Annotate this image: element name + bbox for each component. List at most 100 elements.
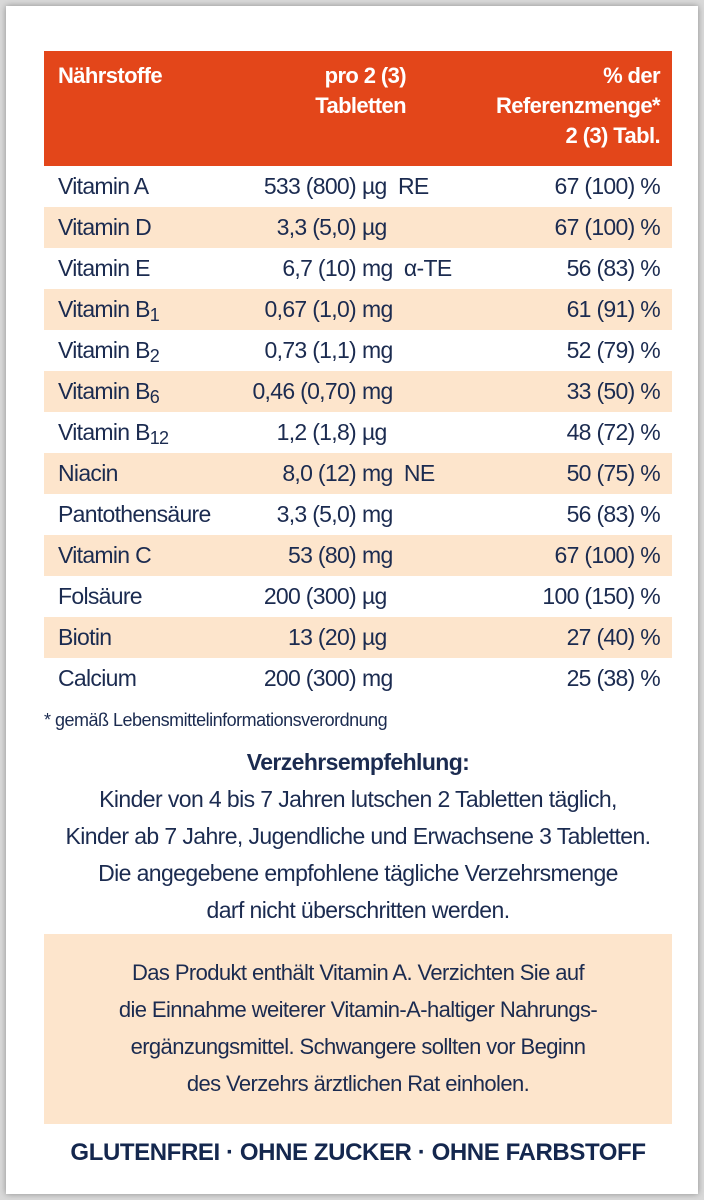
- nutrient-amount: 0,73 (1,1): [264, 337, 357, 363]
- nutrient-name: Niacin: [58, 453, 118, 500]
- nutrient-unit: mg NE: [362, 460, 435, 486]
- table-row: Vitamin B2 0,73 (1,1) mg 52 (79) %: [44, 330, 672, 371]
- nutrient-unit: µg: [362, 583, 387, 609]
- product-claims: GLUTENFREI · OHNE ZUCKER · OHNE FARBSTOF…: [70, 1139, 646, 1166]
- nutrient-amount: 3,3 (5,0): [276, 214, 357, 240]
- warning-line: des Verzehrs ärztlichen Rat einholen.: [186, 1071, 530, 1096]
- nutrient-name: Folsäure: [58, 576, 143, 623]
- header-per-line2: Tabletten: [315, 93, 406, 118]
- nutrient-unit: mg: [362, 665, 393, 691]
- nutrient-percent: 56 (83) %: [566, 501, 661, 527]
- nutrient-name-text: Vitamin D: [58, 214, 152, 240]
- nutrient-unit: mg: [362, 296, 393, 322]
- nutrient-subscript: 2: [149, 346, 160, 366]
- nutrient-name-text: Vitamin A: [58, 173, 149, 199]
- nutrient-amount: 13 (20): [288, 624, 357, 650]
- nutrient-unit: mg: [362, 501, 393, 527]
- nutrient-name: Vitamin A: [58, 166, 149, 213]
- header-ref-line1: % der: [603, 63, 661, 88]
- nutrient-unit: mg: [362, 337, 393, 363]
- recommendation-line: Die angegebene empfohlene tägliche Verze…: [98, 860, 618, 886]
- nutrient-name-text: Folsäure: [58, 583, 143, 609]
- nutrient-name-text: Pantothensäure: [58, 501, 211, 527]
- recommendation: Verzehrsempfehlung: Kinder von 4 bis 7 J…: [6, 744, 704, 929]
- recommendation-title: Verzehrsempfehlung:: [246, 749, 470, 775]
- nutrient-percent: 67 (100) %: [554, 173, 660, 199]
- recommendation-line: darf nicht überschritten werden.: [206, 897, 511, 923]
- nutrient-name-text: Calcium: [58, 665, 137, 691]
- nutrient-amount: 1,2 (1,8): [276, 419, 357, 445]
- nutrient-percent: 27 (40) %: [566, 624, 661, 650]
- nutrient-amount: 6,7 (10): [282, 255, 356, 281]
- table-row: Pantothensäure 3,3 (5,0) mg 56 (83) %: [44, 494, 672, 535]
- nutrient-percent: 56 (83) %: [566, 255, 661, 281]
- nutrition-table: Nährstoffe pro 2 (3) Tabletten % der Ref…: [44, 51, 672, 699]
- nutrient-percent: 100 (150) %: [542, 583, 660, 609]
- table-row: Folsäure 200 (300) µg 100 (150) %: [44, 576, 672, 617]
- label-card: Nährstoffe pro 2 (3) Tabletten % der Ref…: [6, 6, 698, 1194]
- nutrient-name: Calcium: [58, 658, 137, 705]
- recommendation-line: Kinder ab 7 Jahre, Jugendliche und Erwac…: [65, 823, 652, 849]
- nutrient-unit: mg: [362, 378, 393, 404]
- nutrient-name: Vitamin C: [58, 535, 152, 582]
- nutrient-unit: mg: [362, 542, 393, 568]
- table-row: Biotin 13 (20) µg 27 (40) %: [44, 617, 672, 658]
- recommendation-line: Kinder von 4 bis 7 Jahren lutschen 2 Tab…: [99, 786, 617, 812]
- table-row: Calcium 200 (300) mg 25 (38) %: [44, 658, 672, 699]
- nutrient-name-text: Vitamin B: [58, 378, 150, 404]
- nutrient-name: Vitamin B1: [58, 289, 160, 336]
- nutrient-name: Vitamin D: [58, 207, 152, 254]
- nutrient-percent: 25 (38) %: [566, 665, 661, 691]
- table-row: Vitamin C 53 (80) mg 67 (100) %: [44, 535, 672, 576]
- nutrient-percent: 67 (100) %: [554, 542, 660, 568]
- nutrient-amount: 533 (800): [263, 173, 357, 199]
- nutrient-unit: mg α-TE: [362, 255, 452, 281]
- table-body: Vitamin A 533 (800) µg RE 67 (100) % Vitamin…: [44, 166, 672, 699]
- header-per-line1: pro 2 (3): [324, 63, 407, 88]
- nutrient-name: Pantothensäure: [58, 494, 211, 541]
- nutrient-percent: 50 (75) %: [566, 460, 661, 486]
- table-row: Vitamin D 3,3 (5,0) µg 67 (100) %: [44, 207, 672, 248]
- warning-box: Das Produkt enthält Vitamin A. Verzichte…: [44, 934, 672, 1124]
- nutrient-percent: 33 (50) %: [566, 378, 661, 404]
- header-reference: % der Referenzmenge* 2 (3) Tabl.: [496, 61, 661, 151]
- table-header: Nährstoffe pro 2 (3) Tabletten % der Ref…: [44, 51, 672, 166]
- nutrient-subscript: 12: [149, 428, 169, 448]
- nutrient-name-text: Biotin: [58, 624, 112, 650]
- nutrient-amount: 200 (300): [263, 665, 357, 691]
- header-per-tablets: pro 2 (3) Tabletten: [315, 61, 406, 121]
- header-nutrients: Nährstoffe: [58, 63, 163, 88]
- header-ref-line2: Referenzmenge*: [496, 93, 661, 118]
- nutrient-unit: µg: [362, 419, 387, 445]
- table-row: Vitamin B12 1,2 (1,8) µg 48 (72) %: [44, 412, 672, 453]
- nutrient-percent: 52 (79) %: [566, 337, 661, 363]
- nutrient-subscript: 1: [149, 305, 160, 325]
- warning-line: die Einnahme weiterer Vitamin-A-haltiger…: [118, 997, 598, 1022]
- nutrient-amount: 200 (300): [263, 583, 357, 609]
- nutrient-name-text: Vitamin B: [58, 337, 150, 363]
- nutrient-amount: 3,3 (5,0): [276, 501, 357, 527]
- nutrient-name: Vitamin E: [58, 248, 150, 295]
- nutrient-subscript: 6: [149, 387, 160, 407]
- table-row: Vitamin E 6,7 (10) mg α-TE 56 (83) %: [44, 248, 672, 289]
- nutrient-percent: 48 (72) %: [566, 419, 661, 445]
- nutrient-percent: 67 (100) %: [554, 214, 660, 240]
- nutrient-amount: 53 (80): [288, 542, 357, 568]
- warning-line: Das Produkt enthält Vitamin A. Verzichte…: [131, 960, 585, 985]
- nutrient-name-text: Niacin: [58, 460, 118, 486]
- footnote: * gemäß Lebensmittelinformationsverordnu…: [44, 710, 388, 730]
- nutrient-name: Vitamin B6: [58, 371, 160, 418]
- nutrient-unit: µg: [362, 624, 387, 650]
- nutrient-name-text: Vitamin B: [58, 296, 150, 322]
- nutrient-name-text: Vitamin C: [58, 542, 152, 568]
- nutrient-percent: 61 (91) %: [566, 296, 661, 322]
- nutrient-name: Vitamin B2: [58, 330, 160, 377]
- table-row: Vitamin B6 0,46 (0,70) mg 33 (50) %: [44, 371, 672, 412]
- nutrient-name-text: Vitamin B: [58, 419, 150, 445]
- table-row: Niacin 8,0 (12) mg NE 50 (75) %: [44, 453, 672, 494]
- nutrient-name-text: Vitamin E: [58, 255, 150, 281]
- warning-line: ergänzungsmittel. Schwangere sollten vor…: [130, 1034, 586, 1059]
- nutrient-unit: µg RE: [362, 173, 429, 199]
- nutrient-name: Biotin: [58, 617, 112, 664]
- table-row: Vitamin B1 0,67 (1,0) mg 61 (91) %: [44, 289, 672, 330]
